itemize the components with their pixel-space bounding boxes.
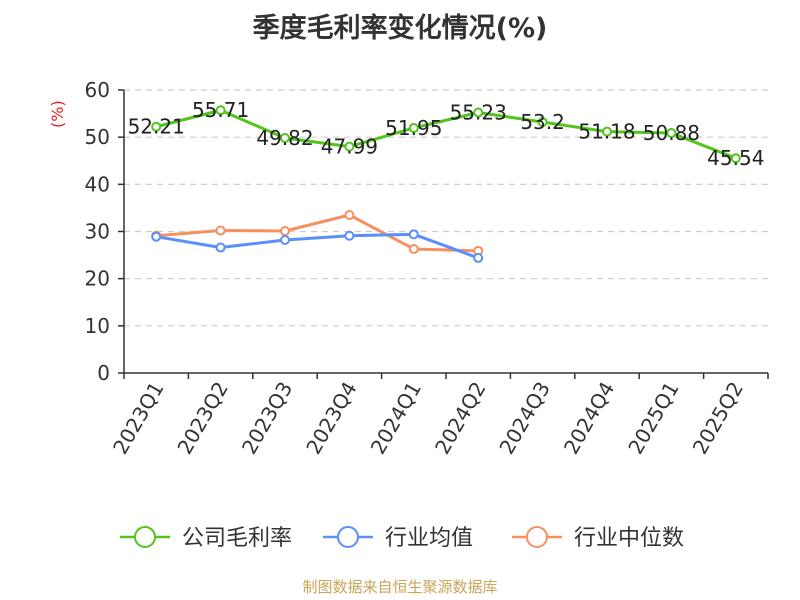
x-tick-label: 2024Q1	[366, 378, 426, 459]
data-point	[215, 242, 226, 253]
data-point	[151, 121, 162, 132]
y-tick-label: 30	[85, 220, 110, 244]
data-point	[408, 243, 419, 254]
y-tick-label: 40	[85, 172, 110, 196]
legend-label: 行业均值	[385, 526, 473, 551]
data-point	[215, 105, 226, 116]
data-point	[151, 231, 162, 242]
legend-label: 公司毛利率	[182, 526, 292, 551]
x-tick-label: 2023Q3	[237, 378, 297, 459]
data-label: 45.54	[707, 146, 764, 170]
x-tick-label: 2024Q2	[430, 378, 490, 459]
data-label: 53.2	[520, 110, 565, 134]
x-tick-label: 2023Q1	[108, 378, 168, 459]
data-label: 49.82	[256, 126, 313, 150]
legend-label: 行业中位数	[574, 526, 684, 551]
x-tick-label: 2024Q4	[559, 378, 619, 459]
data-point	[344, 141, 355, 152]
legend-marker	[337, 526, 359, 548]
data-point	[666, 128, 677, 139]
data-label: 51.18	[578, 120, 635, 144]
data-point	[215, 225, 226, 236]
data-point	[602, 126, 612, 137]
data-label: 51.95	[385, 116, 442, 140]
data-point	[280, 133, 290, 144]
data-label: 55.23	[450, 100, 507, 124]
y-tick-label: 20	[85, 267, 110, 291]
series-line	[155, 232, 479, 260]
legend-marker	[134, 526, 156, 548]
x-tick-label: 2023Q4	[301, 378, 361, 459]
data-point	[537, 117, 548, 128]
data-label: 52.21	[128, 115, 185, 139]
data-point	[344, 230, 355, 241]
y-tick-label: 60	[85, 78, 110, 102]
x-tick-label: 2024Q3	[494, 378, 554, 459]
data-point	[408, 122, 419, 133]
data-label: 55.71	[192, 98, 249, 122]
y-tick-label: 0	[97, 361, 110, 385]
x-tick-label: 2025Q2	[688, 378, 748, 459]
data-point	[280, 234, 290, 245]
x-tick-label: 2023Q2	[172, 378, 232, 459]
data-source-note: 制图数据来自恒生聚源数据库	[302, 578, 498, 596]
series-line	[156, 213, 479, 253]
data-point	[280, 226, 290, 237]
data-point	[344, 209, 355, 220]
chart-title: 季度毛利率变化情况(%)	[252, 13, 548, 44]
data-label: 50.88	[643, 121, 700, 145]
y-tick-label: 10	[85, 314, 110, 338]
legend-marker	[526, 526, 548, 548]
series-line	[155, 108, 737, 160]
data-point	[473, 252, 484, 263]
data-point	[473, 107, 484, 118]
data-point	[730, 153, 741, 164]
data-label: 47.99	[321, 135, 378, 159]
x-tick-label: 2025Q1	[623, 378, 683, 459]
y-tick-label: 50	[85, 125, 110, 149]
data-point	[408, 229, 419, 240]
